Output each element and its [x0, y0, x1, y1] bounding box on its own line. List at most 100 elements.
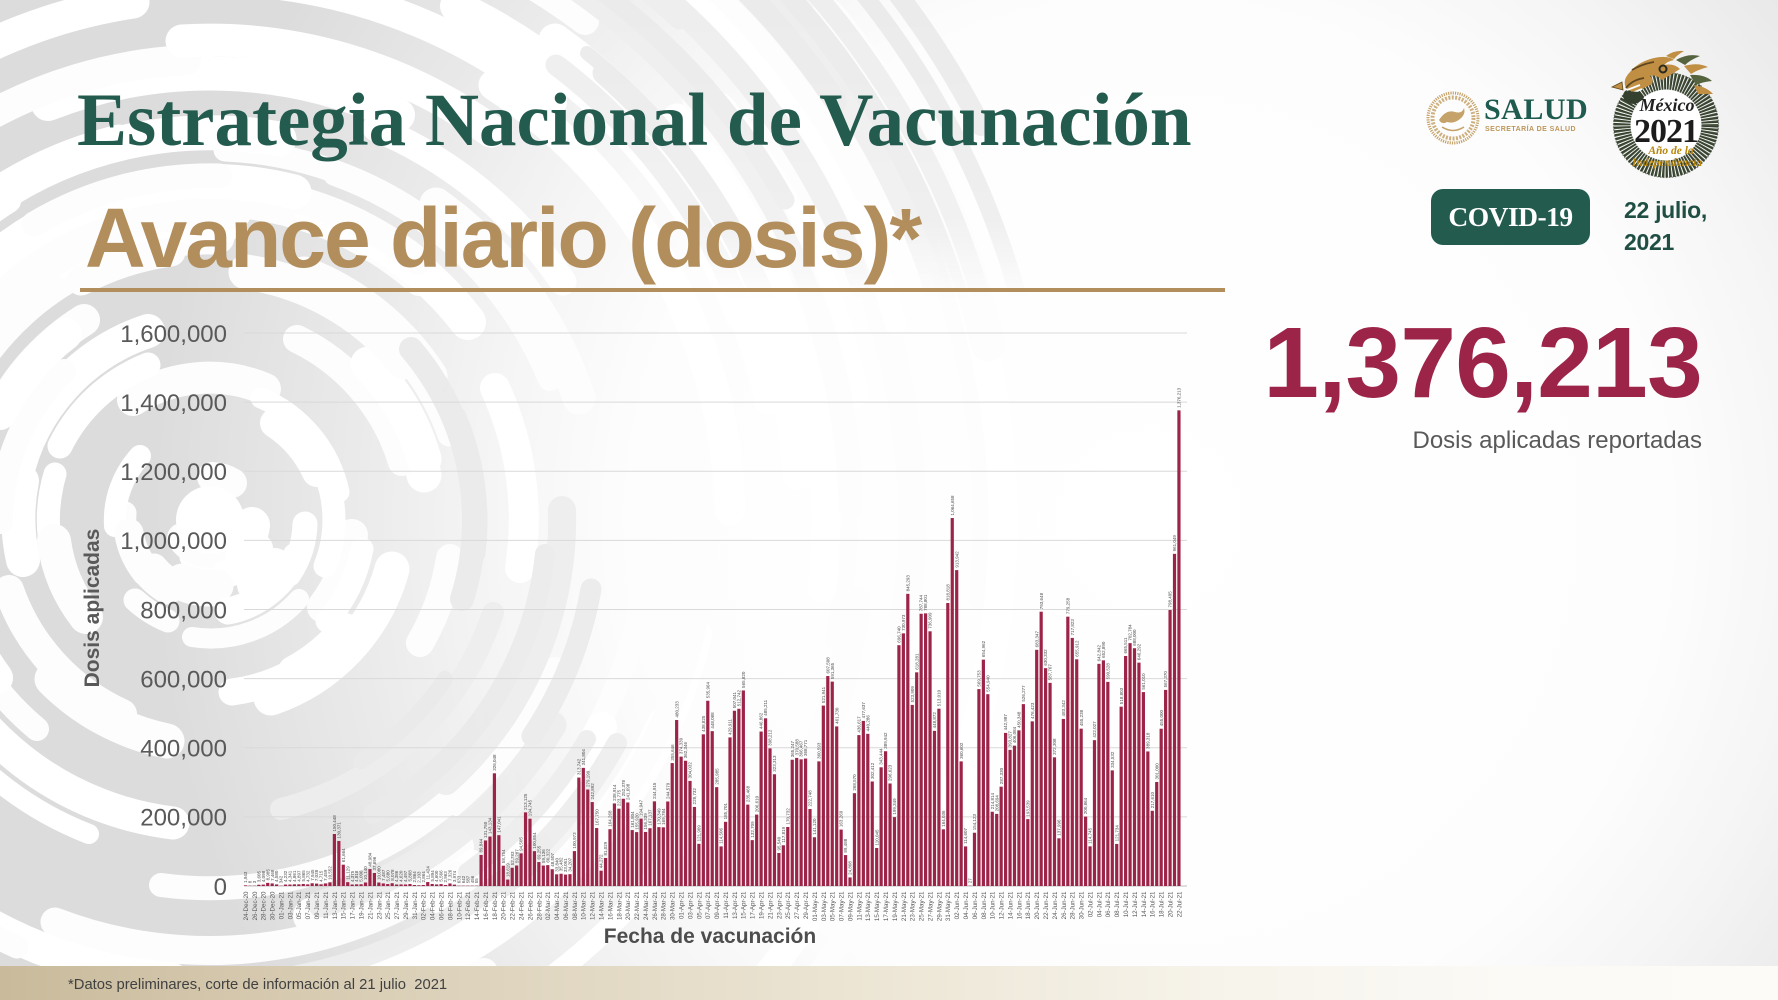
svg-text:100,973: 100,973	[572, 832, 577, 849]
svg-text:7,945: 7,945	[310, 869, 315, 881]
svg-text:121,909: 121,909	[696, 825, 701, 842]
svg-text:15-Jan-21: 15-Jan-21	[341, 891, 348, 919]
svg-text:154,123: 154,123	[972, 813, 977, 830]
svg-text:27: 27	[968, 878, 973, 884]
svg-text:132,709: 132,709	[750, 821, 755, 838]
svg-text:15-Apr-21: 15-Apr-21	[741, 891, 748, 919]
svg-text:5,566: 5,566	[439, 870, 444, 882]
svg-text:2,103: 2,103	[416, 871, 421, 883]
svg-text:21-Jan-21: 21-Jan-21	[367, 891, 374, 919]
svg-text:121,734: 121,734	[1114, 825, 1119, 842]
svg-text:143,134: 143,134	[488, 817, 493, 834]
svg-text:Dosis aplicadas: Dosis aplicadas	[81, 529, 104, 688]
svg-text:28-Jun-21: 28-Jun-21	[1070, 891, 1077, 919]
svg-text:0: 0	[214, 874, 227, 901]
svg-text:268,570: 268,570	[852, 774, 857, 791]
svg-text:683,347: 683,347	[1034, 631, 1039, 648]
svg-text:217,610: 217,610	[1150, 792, 1155, 809]
svg-text:185,701: 185,701	[723, 803, 728, 820]
svg-text:08-Jul-21: 08-Jul-21	[1114, 891, 1121, 917]
svg-text:25-Jan-21: 25-Jan-21	[385, 891, 392, 919]
svg-text:13-Jan-21: 13-Jan-21	[332, 891, 339, 919]
svg-text:11-May-21: 11-May-21	[856, 891, 863, 921]
svg-text:7,326: 7,326	[448, 869, 453, 881]
svg-text:1,943: 1,943	[243, 871, 248, 883]
svg-text:09-Apr-21: 09-Apr-21	[714, 891, 721, 919]
svg-text:2,864: 2,864	[421, 871, 426, 883]
svg-text:06-Mar-21: 06-Mar-21	[563, 891, 570, 920]
svg-text:20-Jun-21: 20-Jun-21	[1034, 891, 1041, 919]
svg-text:213,125: 213,125	[523, 793, 528, 810]
svg-text:513,010: 513,010	[937, 689, 942, 706]
svg-text:35,482: 35,482	[559, 857, 564, 871]
svg-text:28-Dec-20: 28-Dec-20	[261, 891, 268, 920]
svg-text:567,370: 567,370	[1163, 671, 1168, 688]
svg-text:05-Apr-21: 05-Apr-21	[696, 891, 703, 919]
svg-text:360,602: 360,602	[959, 742, 964, 759]
svg-text:167,137: 167,137	[648, 809, 653, 826]
svg-text:374,339: 374,339	[679, 737, 684, 754]
svg-text:10-Jun-21: 10-Jun-21	[990, 891, 997, 919]
svg-text:483,342: 483,342	[1061, 700, 1066, 717]
svg-text:59,287: 59,287	[514, 849, 519, 863]
svg-text:03-Jan-21: 03-Jan-21	[287, 891, 294, 919]
svg-text:23-Apr-21: 23-Apr-21	[776, 891, 783, 919]
svg-text:3,605: 3,605	[256, 870, 261, 882]
svg-text:642,842: 642,842	[1097, 645, 1102, 662]
svg-text:18-Jun-21: 18-Jun-21	[1025, 891, 1032, 919]
svg-text:1,064,658: 1,064,658	[950, 495, 955, 516]
svg-text:389,318: 389,318	[1145, 732, 1150, 749]
svg-text:223,775: 223,775	[616, 789, 621, 806]
svg-text:25-Apr-21: 25-Apr-21	[785, 891, 792, 919]
svg-text:461,730: 461,730	[834, 707, 839, 724]
svg-text:600,000: 600,000	[140, 666, 227, 693]
svg-text:477,637: 477,637	[861, 702, 866, 719]
svg-text:14-Mar-21: 14-Mar-21	[599, 891, 606, 920]
svg-text:26-Feb-21: 26-Feb-21	[527, 891, 534, 920]
svg-text:193,539: 193,539	[1025, 800, 1030, 817]
svg-text:01-May-21: 01-May-21	[812, 891, 819, 921]
svg-text:393,827: 393,827	[1008, 731, 1013, 748]
svg-text:11-Jan-21: 11-Jan-21	[323, 891, 330, 919]
svg-text:279,199: 279,199	[585, 770, 590, 787]
svg-text:12-Jun-21: 12-Jun-21	[999, 891, 1006, 919]
svg-text:114,607: 114,607	[963, 827, 968, 843]
svg-text:4,620: 4,620	[399, 870, 404, 882]
svg-text:31-Jan-21: 31-Jan-21	[412, 891, 419, 919]
svg-text:438,825: 438,825	[701, 715, 706, 732]
svg-text:89,844: 89,844	[479, 838, 484, 852]
svg-text:370,588: 370,588	[794, 739, 799, 756]
svg-text:24,808: 24,808	[848, 861, 853, 875]
svg-text:4,600: 4,600	[434, 870, 439, 882]
svg-text:368,771: 368,771	[803, 739, 808, 756]
svg-text:4,580: 4,580	[274, 870, 279, 882]
svg-text:4,861: 4,861	[292, 870, 297, 882]
svg-text:164,268: 164,268	[608, 810, 613, 827]
svg-text:170,732: 170,732	[785, 808, 790, 825]
svg-text:161,804: 161,804	[630, 811, 635, 828]
svg-text:526,277: 526,277	[1021, 685, 1026, 702]
svg-text:1,400,000: 1,400,000	[120, 390, 227, 417]
svg-text:México: México	[1639, 95, 1695, 115]
svg-text:342: 342	[279, 875, 284, 883]
svg-text:13-Apr-21: 13-Apr-21	[732, 891, 739, 919]
svg-text:14-Jun-21: 14-Jun-21	[1007, 891, 1014, 919]
svg-text:48,507: 48,507	[550, 852, 555, 866]
svg-text:30-Jun-21: 30-Jun-21	[1079, 891, 1086, 919]
svg-text:28-Mar-21: 28-Mar-21	[661, 891, 668, 920]
svg-text:818,818: 818,818	[945, 584, 950, 601]
svg-text:521,941: 521,941	[821, 686, 826, 703]
svg-text:422,027: 422,027	[1092, 721, 1097, 738]
svg-text:03-May-21: 03-May-21	[821, 891, 828, 921]
svg-text:845,293: 845,293	[905, 575, 910, 592]
svg-text:04-Jul-21: 04-Jul-21	[1096, 891, 1103, 917]
svg-text:23-Jan-21: 23-Jan-21	[376, 891, 383, 919]
svg-text:476,423: 476,423	[1030, 702, 1035, 719]
svg-text:04-Feb-21: 04-Feb-21	[430, 891, 437, 920]
svg-text:26-Dec-20: 26-Dec-20	[252, 891, 259, 920]
svg-text:633: 633	[456, 875, 461, 883]
svg-text:02-Feb-21: 02-Feb-21	[421, 891, 428, 920]
svg-text:199,349: 199,349	[892, 798, 897, 815]
svg-text:241,698: 241,698	[625, 783, 630, 800]
svg-text:150,448: 150,448	[332, 815, 337, 832]
